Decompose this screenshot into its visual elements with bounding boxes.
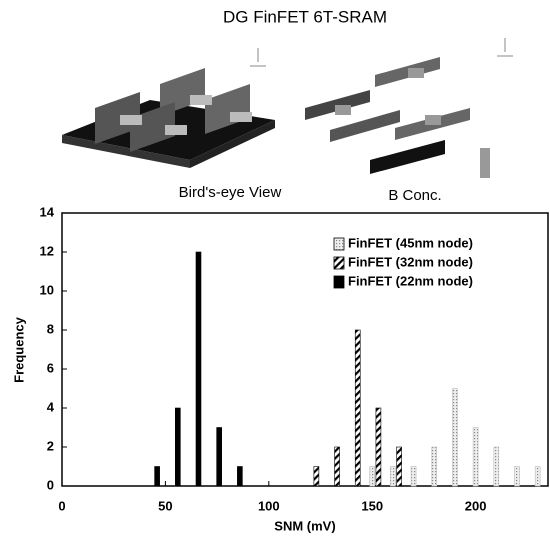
- bar: [237, 466, 243, 487]
- x-tick-label: 100: [258, 498, 280, 513]
- legend: [330, 232, 495, 296]
- bar: [216, 427, 222, 487]
- y-tick-label: 14: [40, 204, 55, 219]
- x-tick-label: 150: [361, 498, 383, 513]
- legend-swatch: [333, 275, 345, 289]
- b-conc-image: [305, 38, 513, 178]
- y-tick-label: 10: [40, 282, 54, 297]
- image-caption: B Conc.: [388, 187, 441, 204]
- bar: [354, 329, 361, 487]
- bar: [452, 388, 458, 487]
- bar: [514, 466, 520, 487]
- birds-eye-image: [62, 48, 275, 168]
- bar: [369, 466, 376, 487]
- bar: [175, 407, 181, 487]
- bar: [431, 446, 438, 487]
- x-tick-label: 200: [465, 498, 487, 513]
- y-axis-label: Frequency: [11, 316, 26, 383]
- bar: [334, 446, 340, 487]
- y-tick-label: 2: [47, 438, 54, 453]
- legend-swatch: [333, 256, 345, 270]
- bar: [154, 466, 160, 487]
- bar: [195, 251, 202, 487]
- figure-title: DG FinFET 6T-SRAM: [223, 7, 387, 26]
- y-tick-label: 8: [47, 321, 54, 336]
- y-tick-label: 4: [47, 399, 55, 414]
- x-axis-label: SNM (mV): [274, 518, 335, 533]
- x-tick-label: 0: [58, 498, 65, 513]
- legend-label: FinFET (32nm node): [348, 254, 473, 269]
- bar: [396, 446, 402, 487]
- legend-swatch: [333, 237, 345, 251]
- bar: [313, 466, 320, 487]
- bar: [472, 427, 479, 487]
- image-caption: Bird's-eye View: [179, 184, 282, 201]
- legend-label: FinFET (22nm node): [348, 273, 473, 288]
- y-tick-label: 6: [47, 360, 54, 375]
- x-tick-label: 50: [158, 498, 172, 513]
- plot-frame: [61, 212, 549, 487]
- legend-label: FinFET (45nm node): [348, 235, 473, 250]
- bar: [390, 466, 396, 487]
- bar: [493, 446, 500, 487]
- y-tick-label: 12: [40, 243, 54, 258]
- y-tick-label: 0: [47, 477, 54, 492]
- bar: [534, 466, 541, 487]
- bar: [375, 407, 382, 487]
- bar: [410, 466, 417, 487]
